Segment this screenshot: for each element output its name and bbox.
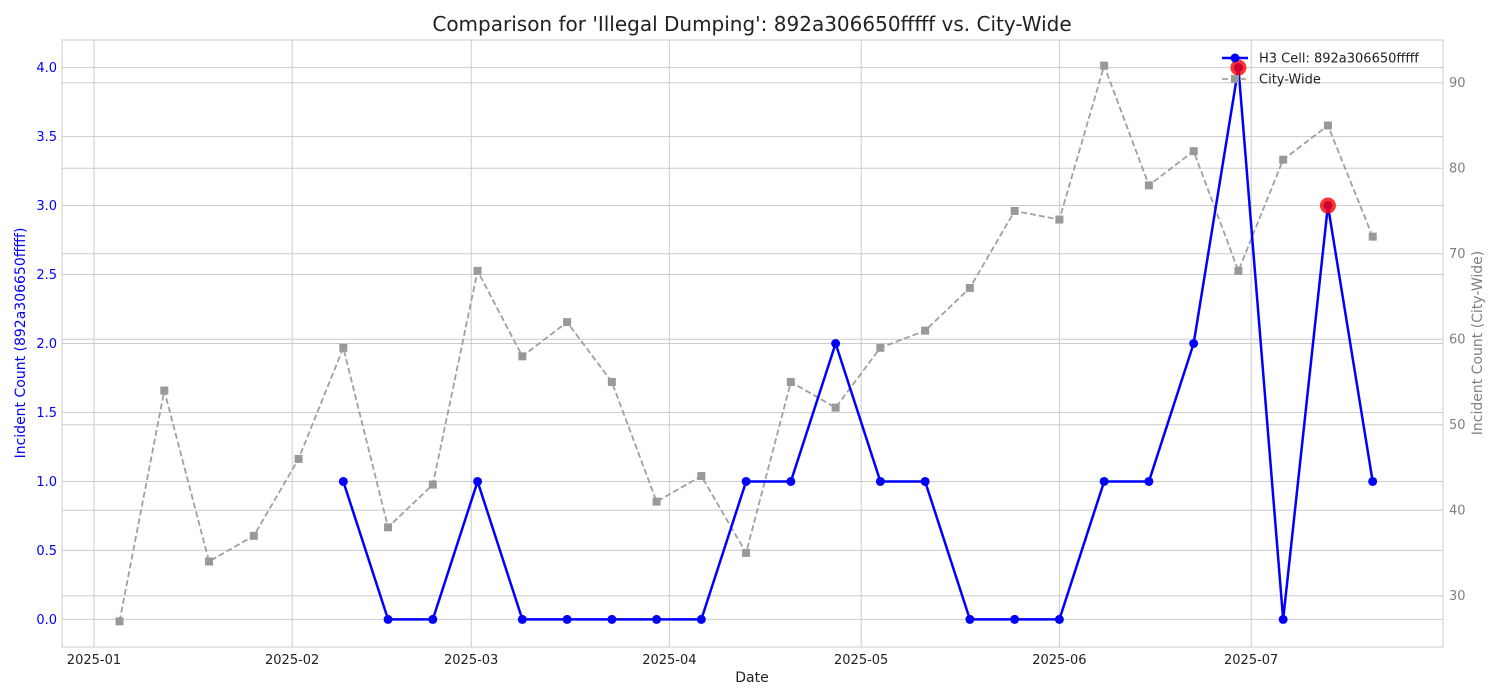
city-wide-point [384, 523, 393, 532]
city-wide-point [965, 283, 974, 292]
city-wide-point [921, 326, 930, 335]
city-wide-point [1368, 232, 1377, 241]
city-wide-point [473, 266, 482, 275]
city-wide-point [1055, 215, 1064, 224]
y-axis-right-label: Incident Count (City-Wide) [1470, 251, 1486, 435]
y-left-tick-label: 1.0 [36, 475, 57, 490]
legend-h3-marker [1230, 53, 1240, 63]
h3-cell-point [875, 476, 885, 486]
h3-cell-point [696, 614, 706, 624]
city-wide-point [563, 318, 572, 327]
h3-cell-point [562, 614, 572, 624]
y-right-tick-label: 70 [1449, 247, 1466, 262]
city-wide-point [786, 377, 795, 386]
series-layer [115, 59, 1378, 626]
y-left-tick-label: 1.5 [36, 406, 57, 421]
y-left-tick-label: 0.5 [36, 544, 57, 559]
city-wide-point [1234, 266, 1243, 275]
city-wide-point [742, 548, 751, 557]
city-wide-point [1144, 181, 1153, 190]
y-left-tick-label: 2.0 [36, 337, 57, 352]
city-wide-point [1323, 121, 1332, 130]
h3-cell-point [920, 476, 930, 486]
grid-layer [62, 40, 1443, 647]
y-left-tick-label: 4.0 [36, 61, 57, 76]
x-tick-label: 2025-02 [265, 653, 319, 668]
anomaly-highlight [1230, 59, 1247, 76]
h3-cell-line [342, 67, 1374, 621]
legend-h3-label: H3 Cell: 892a306650fffff [1259, 52, 1419, 67]
y-axis-left-label: Incident Count (892a306650fffff) [13, 228, 29, 459]
y-left-tick-label: 3.5 [36, 130, 57, 145]
city-wide-point [249, 531, 258, 540]
h3-cell-point [1010, 614, 1020, 624]
x-tick-label: 2025-04 [642, 653, 696, 668]
city-wide-point [160, 386, 169, 395]
chart-title: Comparison for 'Illegal Dumping': 892a30… [432, 12, 1071, 36]
y-right-tick-label: 80 [1449, 162, 1466, 177]
h3-cell-point [607, 614, 617, 624]
h3-cell-point [831, 339, 841, 348]
city-wide-point [428, 480, 437, 489]
city-wide-point [339, 343, 348, 352]
h3-cell-point [786, 476, 796, 486]
anomaly-highlight [1319, 197, 1336, 214]
city-wide-point [294, 454, 303, 463]
y-left-tick-label: 0.0 [36, 613, 57, 628]
y-left-tick-label: 3.0 [36, 199, 57, 214]
y-right-tick-label: 30 [1449, 589, 1466, 604]
plot-frame [61, 39, 1444, 648]
h3-cell-point [473, 476, 483, 486]
legend-city-marker [1231, 75, 1239, 83]
y-right-tick-label: 50 [1449, 418, 1466, 433]
city-wide-point [1010, 206, 1019, 215]
x-tick-label: 2025-07 [1224, 653, 1278, 668]
h3-cell-point [338, 476, 348, 486]
h3-cell-point [428, 614, 438, 624]
city-wide-point [1100, 61, 1109, 70]
x-tick-label: 2025-05 [834, 653, 888, 668]
city-wide-point [1279, 155, 1288, 164]
h3-cell-point [741, 476, 751, 486]
ticks-layer: 2025-01 2025-02 2025-03 2025-04 2025-05 2025-… [36, 61, 1465, 668]
h3-cell-point [652, 614, 662, 624]
city-wide-point [607, 377, 616, 386]
legend-city-label: City-Wide [1259, 73, 1321, 88]
city-wide-point [205, 557, 214, 566]
y-right-tick-label: 90 [1449, 76, 1466, 91]
legend: H3 Cell: 892a306650fffff City-Wide [1222, 52, 1419, 88]
city-wide-point [652, 497, 661, 506]
x-tick-label: 2025-01 [67, 653, 121, 668]
x-tick-label: 2025-03 [444, 653, 498, 668]
h3-cell-point [1189, 339, 1199, 348]
city-wide-point [115, 617, 124, 626]
h3-cell-point [1368, 476, 1378, 486]
city-wide-point [876, 343, 885, 352]
x-tick-label: 2025-06 [1032, 653, 1086, 668]
h3-cell-point [1099, 476, 1109, 486]
h3-cell-point [1054, 614, 1064, 624]
city-wide-point [1189, 147, 1198, 156]
y-left-tick-label: 2.5 [36, 268, 57, 283]
x-axis-label: Date [735, 670, 768, 686]
y-right-tick-label: 40 [1449, 504, 1466, 519]
h3-cell-point [383, 614, 393, 624]
city-wide-point [697, 472, 706, 481]
y-right-tick-label: 60 [1449, 333, 1466, 348]
h3-cell-point [1278, 614, 1288, 624]
city-wide-point [831, 403, 840, 412]
h3-cell-point [517, 614, 527, 624]
h3-cell-point [1144, 476, 1154, 486]
h3-cell-point [965, 614, 975, 624]
city-wide-point [518, 352, 527, 361]
